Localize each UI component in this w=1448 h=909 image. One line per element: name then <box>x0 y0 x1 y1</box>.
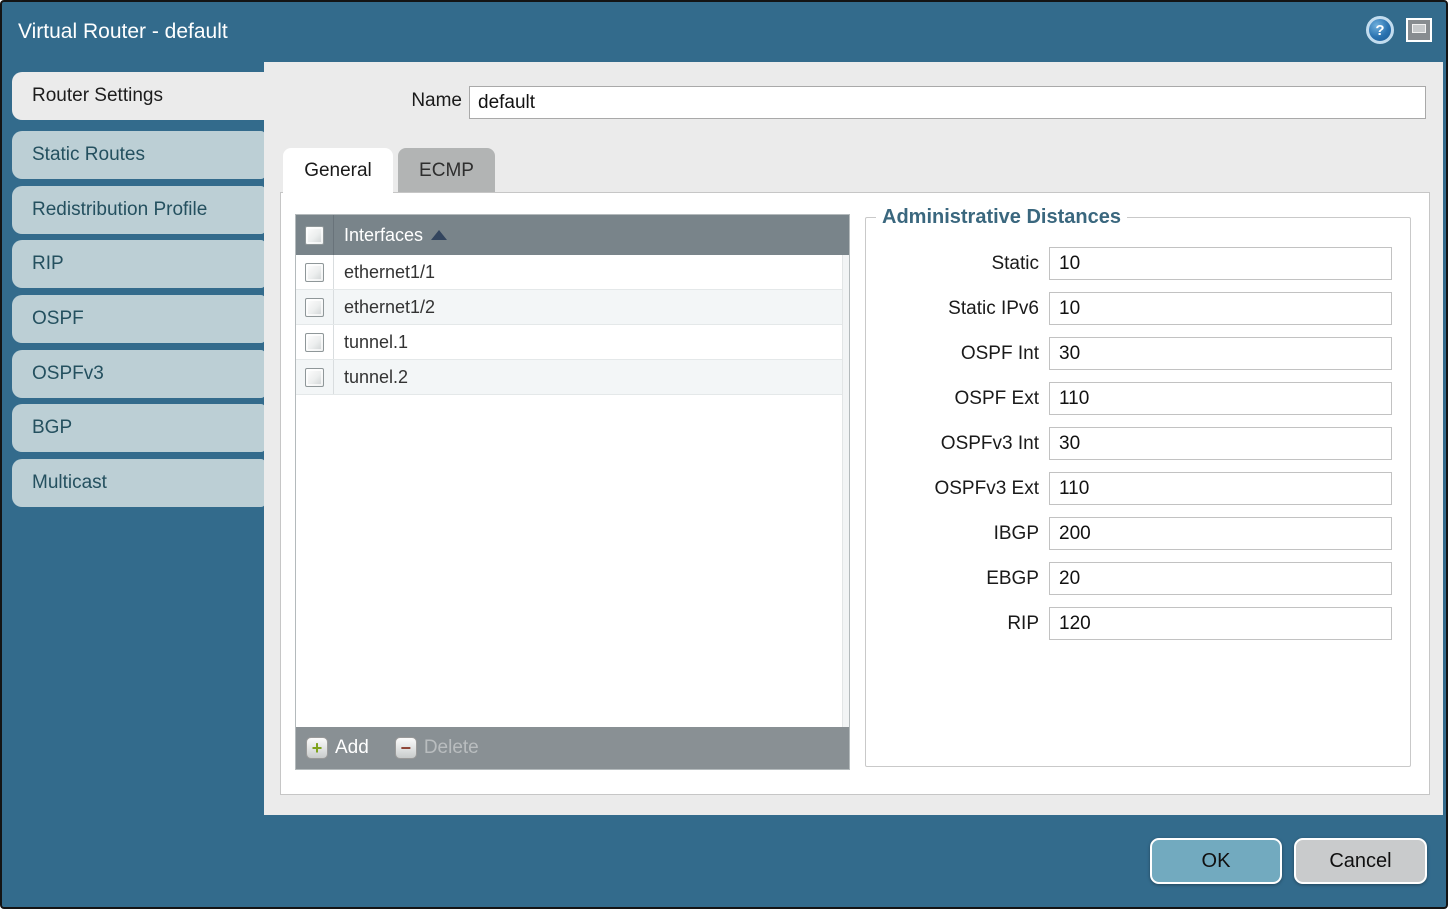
sidebar-item-static-routes[interactable]: Static Routes <box>12 131 265 179</box>
ospf-int-label: OSPF Int <box>960 342 1039 364</box>
titlebar: Virtual Router - default ? <box>2 2 1446 62</box>
ospfv3-ext-input[interactable] <box>1049 472 1392 505</box>
admin-distance-row: Static IPv6 <box>866 292 1410 325</box>
sort-ascending-icon[interactable] <box>431 230 448 240</box>
sidebar-item-rip[interactable]: RIP <box>12 240 265 288</box>
ospfv3-int-label: OSPFv3 Int <box>940 432 1039 454</box>
delete-button-label: Delete <box>423 737 479 758</box>
titlebar-icons: ? <box>1366 16 1432 44</box>
row-checkbox-cell <box>296 325 334 359</box>
table-row[interactable]: ethernet1/2 <box>296 290 849 325</box>
add-button-label: Add <box>335 737 369 758</box>
static-ipv6-label: Static IPv6 <box>948 297 1039 319</box>
row-checkbox-cell <box>296 255 334 289</box>
ospf-ext-label: OSPF Ext <box>954 387 1039 409</box>
ospf-int-input[interactable] <box>1049 337 1392 370</box>
content-area: Name General ECMP Interfaces ethernet1 <box>264 62 1443 815</box>
sidebar-item-multicast[interactable]: Multicast <box>12 459 265 507</box>
table-scrollbar[interactable] <box>842 255 849 727</box>
ebgp-label: EBGP <box>986 567 1039 589</box>
help-icon[interactable]: ? <box>1366 16 1394 44</box>
sidebar-item-bgp[interactable]: BGP <box>12 404 265 452</box>
interfaces-column-header[interactable]: Interfaces <box>344 224 424 245</box>
admin-distance-row: Static <box>866 247 1410 280</box>
interface-name: ethernet1/1 <box>344 261 436 282</box>
admin-distance-row: OSPFv3 Int <box>866 427 1410 460</box>
row-checkbox[interactable] <box>305 367 324 387</box>
select-all-checkbox[interactable] <box>305 225 324 245</box>
admin-distance-row: IBGP <box>866 517 1410 550</box>
table-row[interactable]: ethernet1/1 <box>296 255 849 290</box>
tab-ecmp[interactable]: ECMP <box>398 148 495 193</box>
tab-general[interactable]: General <box>283 148 393 193</box>
interface-name: tunnel.1 <box>344 331 409 352</box>
interfaces-table-footer: + Add − Delete <box>296 727 849 769</box>
sidebar-item-ospfv3[interactable]: OSPFv3 <box>12 350 265 398</box>
administrative-distances-group: Administrative Distances Static Static I… <box>865 206 1411 767</box>
ospfv3-int-input[interactable] <box>1049 427 1392 460</box>
static-ipv6-input[interactable] <box>1049 292 1392 325</box>
ospf-ext-input[interactable] <box>1049 382 1392 415</box>
row-checkbox-cell <box>296 360 334 394</box>
interfaces-table-body: ethernet1/1 ethernet1/2 tunnel.1 tunnel.… <box>296 255 849 727</box>
sidebar-item-router-settings[interactable]: Router Settings <box>12 72 266 120</box>
table-row[interactable]: tunnel.2 <box>296 360 849 395</box>
ebgp-input[interactable] <box>1049 562 1392 595</box>
delete-button[interactable]: − Delete <box>394 737 479 759</box>
admin-distance-row: OSPF Int <box>866 337 1410 370</box>
admin-distance-row: RIP <box>866 607 1410 640</box>
admin-distance-row: OSPFv3 Ext <box>866 472 1410 505</box>
static-input[interactable] <box>1049 247 1392 280</box>
name-row: Name <box>264 86 1443 119</box>
interface-name: tunnel.2 <box>344 366 409 387</box>
name-input[interactable] <box>469 86 1426 119</box>
row-checkbox[interactable] <box>305 332 324 352</box>
interfaces-table-header: Interfaces <box>296 215 849 255</box>
rip-label: RIP <box>1007 612 1039 634</box>
ospfv3-ext-label: OSPFv3 Ext <box>934 477 1039 499</box>
row-checkbox[interactable] <box>305 262 324 282</box>
add-button[interactable]: + Add <box>306 737 369 759</box>
dialog-title: Virtual Router - default <box>18 20 228 43</box>
interfaces-table: Interfaces ethernet1/1 ethernet1/2 tunne <box>295 214 850 770</box>
admin-distance-row: EBGP <box>866 562 1410 595</box>
static-label: Static <box>991 252 1039 274</box>
ibgp-input[interactable] <box>1049 517 1392 550</box>
cancel-button[interactable]: Cancel <box>1294 838 1427 884</box>
restore-window-icon[interactable] <box>1406 18 1432 42</box>
ok-button[interactable]: OK <box>1150 838 1282 884</box>
row-checkbox-cell <box>296 290 334 324</box>
sidebar-item-redistribution-profile[interactable]: Redistribution Profile <box>12 186 265 234</box>
admin-distance-row: OSPF Ext <box>866 382 1410 415</box>
restore-window-icon-inner <box>1412 24 1426 33</box>
table-row[interactable]: tunnel.1 <box>296 325 849 360</box>
select-all-cell <box>296 215 334 255</box>
row-checkbox[interactable] <box>305 297 324 317</box>
sidebar-item-ospf[interactable]: OSPF <box>12 295 265 343</box>
rip-input[interactable] <box>1049 607 1392 640</box>
add-plus-icon: + <box>306 737 328 759</box>
administrative-distances-legend: Administrative Distances <box>882 206 1121 228</box>
general-tab-panel: Interfaces ethernet1/1 ethernet1/2 tunne <box>280 192 1430 795</box>
delete-minus-icon: − <box>394 737 417 759</box>
name-label: Name <box>411 90 462 111</box>
interface-name: ethernet1/2 <box>344 296 436 317</box>
ibgp-label: IBGP <box>993 522 1039 544</box>
